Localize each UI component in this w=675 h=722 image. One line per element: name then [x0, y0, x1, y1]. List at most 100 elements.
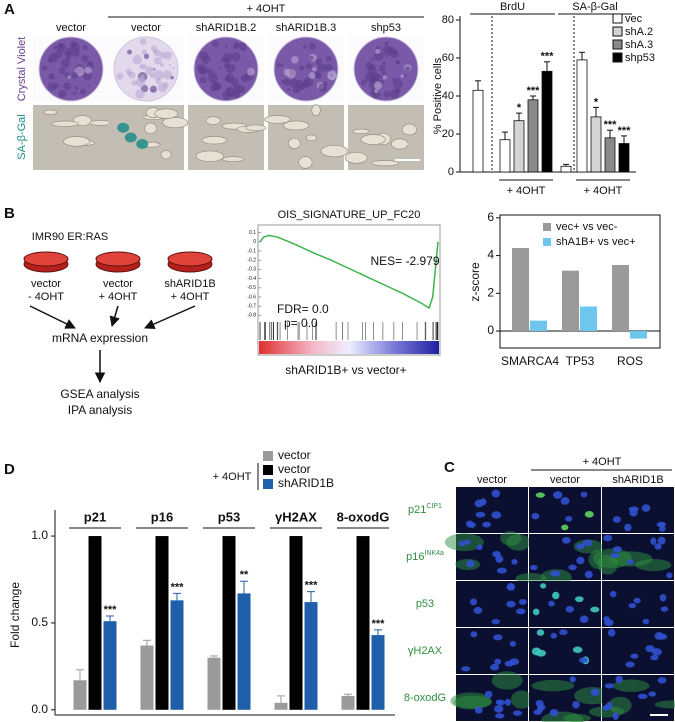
nucleus — [576, 543, 585, 550]
bar — [527, 99, 539, 173]
y-tick-label: 20 — [442, 128, 454, 140]
nucleus — [590, 606, 600, 613]
nucleus — [630, 653, 639, 659]
bar — [237, 593, 251, 710]
colony — [240, 74, 250, 83]
colony — [373, 81, 383, 90]
row-label-name: 8-oxodG — [404, 692, 446, 704]
colony — [315, 72, 322, 80]
bar — [155, 536, 169, 710]
cell — [144, 122, 158, 135]
y-tick-label: -0.1 — [247, 248, 256, 254]
nucleus — [579, 657, 588, 663]
bar — [513, 120, 525, 173]
nucleus — [657, 536, 666, 545]
y-axis-label: Fold change — [8, 582, 22, 648]
colony — [76, 48, 80, 52]
colony — [139, 38, 147, 45]
legend-swatch — [263, 479, 273, 489]
legend-swatch — [612, 52, 623, 63]
nucleus — [584, 570, 593, 579]
colony — [373, 51, 384, 61]
colony — [143, 53, 150, 60]
colony — [367, 66, 377, 76]
colony — [212, 82, 221, 91]
nucleus — [603, 534, 613, 542]
y-tick-label: 0 — [487, 323, 494, 337]
chart-title: OIS_SIGNATURE_UP_FC20 — [278, 209, 421, 221]
dish-label: vector — [103, 278, 133, 290]
nucleus — [530, 564, 538, 571]
nucleus — [549, 709, 559, 717]
nucleus — [562, 536, 571, 544]
colony — [370, 57, 374, 61]
group-label: γH2AX — [275, 509, 317, 524]
colony — [286, 68, 296, 79]
cell — [352, 128, 370, 135]
colony — [383, 90, 391, 98]
nucleus — [496, 567, 507, 574]
colony — [225, 45, 228, 49]
y-tick-label: 4 — [487, 248, 494, 262]
group-label: p53 — [218, 509, 240, 524]
bar — [88, 536, 102, 710]
legend-label: vec — [625, 13, 643, 25]
bar — [472, 89, 484, 173]
sa-gal-stain — [136, 139, 149, 149]
colony — [229, 52, 232, 56]
nucleus — [648, 691, 656, 697]
colony — [127, 49, 133, 55]
bar — [618, 143, 630, 173]
bar — [499, 139, 511, 173]
nucleus — [609, 590, 617, 598]
colony — [172, 66, 175, 70]
nucleus — [572, 700, 580, 709]
colony — [305, 63, 313, 70]
nucleus — [559, 629, 568, 636]
cell — [320, 145, 349, 158]
legend-swatch — [263, 465, 273, 475]
colony — [47, 82, 57, 92]
nucleus — [629, 509, 638, 517]
panel-label: B — [4, 205, 15, 222]
row-label-sup: INK4a — [424, 550, 444, 557]
nucleus — [474, 706, 483, 714]
colony — [393, 50, 397, 54]
x-tick-label: ROS — [617, 354, 643, 368]
row-label: 8-oxodG — [404, 692, 446, 704]
nucleus — [660, 606, 669, 612]
annotation: NES= -2.979 — [370, 254, 439, 268]
nucleus — [540, 583, 547, 589]
nucleus — [569, 676, 576, 683]
colony — [72, 50, 80, 58]
colony — [282, 78, 291, 87]
dish-label: shARID1B — [164, 278, 215, 290]
bar — [576, 59, 588, 173]
colony — [116, 72, 124, 80]
nucleus — [642, 618, 650, 625]
nucleus — [605, 702, 613, 710]
colony — [316, 62, 320, 65]
colony — [233, 41, 240, 48]
colony — [280, 63, 284, 67]
group-label: SA-β-Gal — [572, 1, 617, 13]
dish-top — [167, 251, 213, 267]
colony — [308, 60, 311, 63]
colony — [61, 58, 70, 68]
colony — [64, 52, 68, 55]
nucleus — [518, 598, 527, 605]
colony — [48, 73, 56, 80]
y-tick-label: 2 — [487, 285, 494, 299]
colony — [302, 45, 307, 49]
bar — [580, 306, 597, 332]
colony — [74, 86, 79, 90]
sa-gal-stain — [117, 122, 130, 133]
colony — [67, 75, 71, 79]
nucleus — [536, 649, 546, 657]
column-label: vector — [550, 474, 580, 486]
nucleus — [476, 544, 483, 551]
bar — [140, 645, 154, 710]
nucleus — [550, 632, 558, 639]
bar — [612, 264, 629, 332]
y-tick-label: 0 — [448, 166, 454, 178]
